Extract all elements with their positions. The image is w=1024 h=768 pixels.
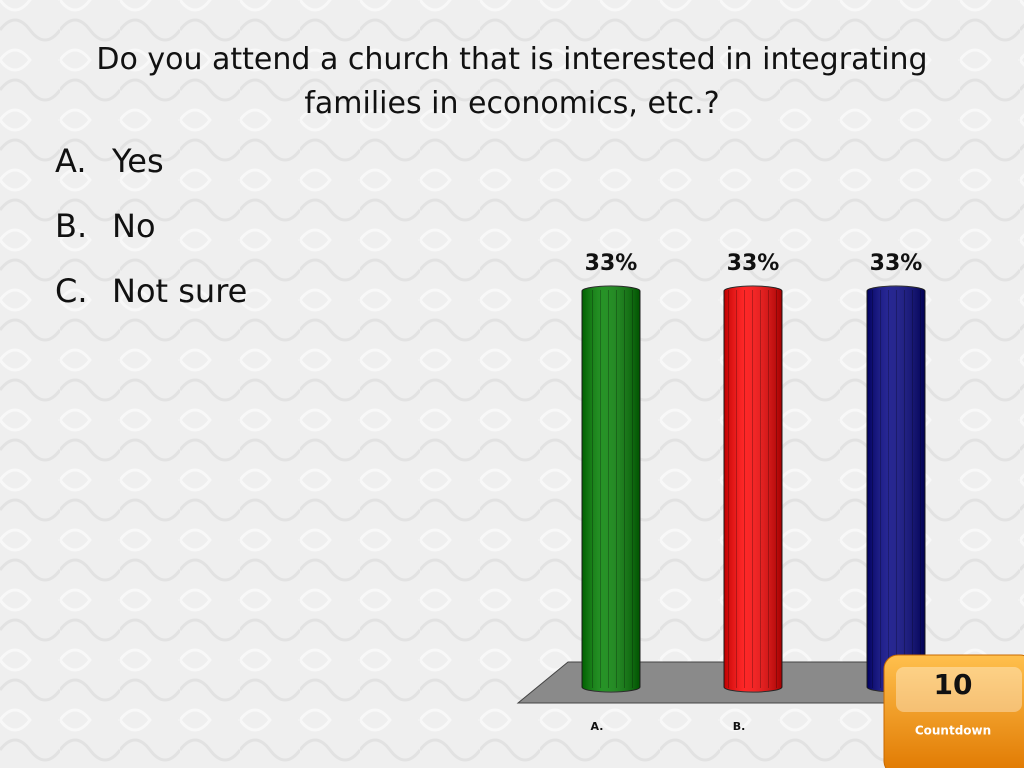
option-text: Not sure	[112, 272, 247, 310]
bar-stripes	[586, 290, 636, 688]
option-letter: C.	[55, 272, 88, 310]
countdown-highlight	[896, 667, 1022, 712]
option-letter: A.	[55, 142, 87, 180]
chart: 33% A. 33% B. 33%	[581, 251, 926, 733]
value-label: 33%	[585, 251, 638, 276]
countdown-label: Countdown	[915, 724, 991, 738]
slide-title: Do you attend a church that is intereste…	[96, 42, 927, 121]
x-tick-label: A.	[591, 720, 604, 733]
countdown: 10 Countdown	[883, 654, 1024, 768]
value-label: 33%	[727, 251, 780, 276]
option-text: Yes	[111, 142, 164, 180]
value-label: 33%	[870, 251, 923, 276]
countdown-box	[883, 654, 1024, 768]
countdown-number: 10	[934, 668, 973, 701]
bar-stripes	[728, 290, 778, 688]
bar-stripes	[871, 290, 921, 688]
x-tick-label: B.	[733, 720, 746, 733]
option-letter: B.	[55, 207, 87, 245]
option-text: No	[112, 207, 156, 245]
